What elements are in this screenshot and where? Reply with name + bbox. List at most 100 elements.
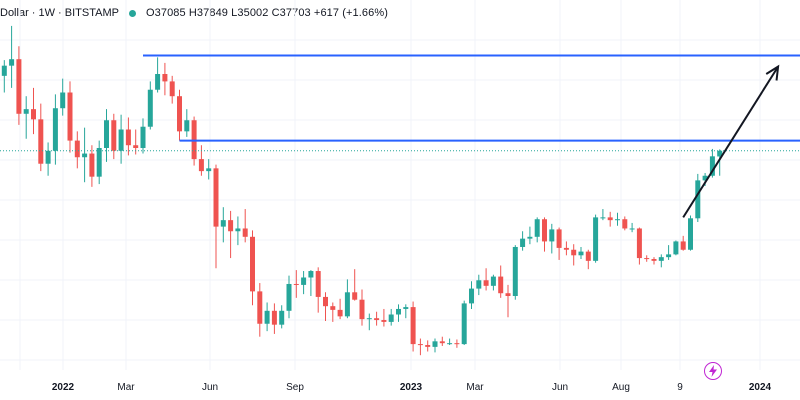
time-axis[interactable]: 2022 Mar Jun Sep 2023 Mar Jun Aug 9 2024 [0,370,800,400]
candle [125,117,131,156]
candle [104,109,109,162]
candle-body [403,307,409,309]
candle-body [31,109,36,120]
candle-body [571,249,577,256]
candle [213,164,219,269]
candle [220,207,226,243]
candle [242,209,248,243]
candle-body [67,92,73,141]
candle [469,281,474,309]
lightning-bolt-icon[interactable] [704,362,722,380]
candle-body [206,168,212,172]
candle-body [89,153,95,177]
candle [490,274,496,291]
candle [461,300,467,346]
candles-layer [1,25,723,356]
candle-body [469,288,474,304]
candle [549,223,555,254]
candle [644,255,650,262]
candle [264,302,270,332]
candle-body [337,309,343,317]
candle-body [666,254,672,258]
candle [520,231,526,251]
candle [60,78,66,116]
candle-body [651,259,657,261]
candle [67,81,73,153]
candle [23,96,29,139]
candle [556,227,562,260]
candle-body [410,307,416,345]
candle [680,235,686,251]
candle [82,127,88,183]
candle-body [381,320,387,322]
candle [111,113,117,160]
chart-grid [0,0,800,370]
candle-body [242,228,248,237]
candle-body [104,120,109,148]
candle [578,246,584,259]
candle-body [388,314,394,322]
candle [636,227,642,265]
candle [147,81,153,130]
candle-body [257,291,263,324]
candle [184,109,190,137]
candle [534,217,540,243]
candle-body [483,280,489,286]
candle-body [439,341,445,344]
candlestick-chart[interactable] [0,0,800,370]
candle [198,145,204,176]
candle-body [38,119,44,164]
symbol-title[interactable]: Dollar · 1W · BITSTAMP [0,7,119,19]
candle-body [658,257,664,261]
time-axis-tick: 2023 [399,382,423,393]
candle [155,57,161,93]
candle-body [82,153,88,158]
candle [396,304,401,322]
candle [695,173,701,222]
candle [177,89,182,141]
candle-body [52,108,58,151]
candle-body [147,89,153,127]
candle [542,217,547,252]
candle-body [563,247,569,250]
candle-body [23,109,29,114]
candle [622,216,628,231]
candle [344,279,350,319]
candle [527,226,533,245]
candle-body [542,219,547,242]
candle [293,270,299,298]
candle-body [74,140,80,158]
candle [607,211,613,227]
candle [615,212,620,226]
symbol-legend: Dollar · 1W · BITSTAMP O37085 H37849 L35… [0,4,388,22]
candle-body [505,293,511,296]
candle-body [96,148,102,177]
candle-body [556,229,562,248]
candle-body [527,236,533,239]
candle-body [16,59,22,114]
candle-body [60,92,66,109]
candle-body [644,258,650,260]
candle [323,292,328,321]
candle [16,46,22,125]
candle [9,25,15,88]
candle [447,338,453,346]
candle [118,114,124,164]
candle [228,210,234,259]
candle-body [366,318,372,320]
candle [89,145,95,187]
candle [279,305,285,329]
candle-body [140,126,146,148]
candle [52,94,58,165]
trend-arrow[interactable] [682,66,779,218]
candle [505,284,511,318]
candle [388,308,394,326]
candle-body [184,120,190,132]
candle [169,75,175,104]
candle-body [177,96,182,132]
candle-body [688,218,693,250]
candle [38,103,44,172]
candle [425,340,431,352]
candle [498,265,504,298]
candle-body [264,310,270,324]
